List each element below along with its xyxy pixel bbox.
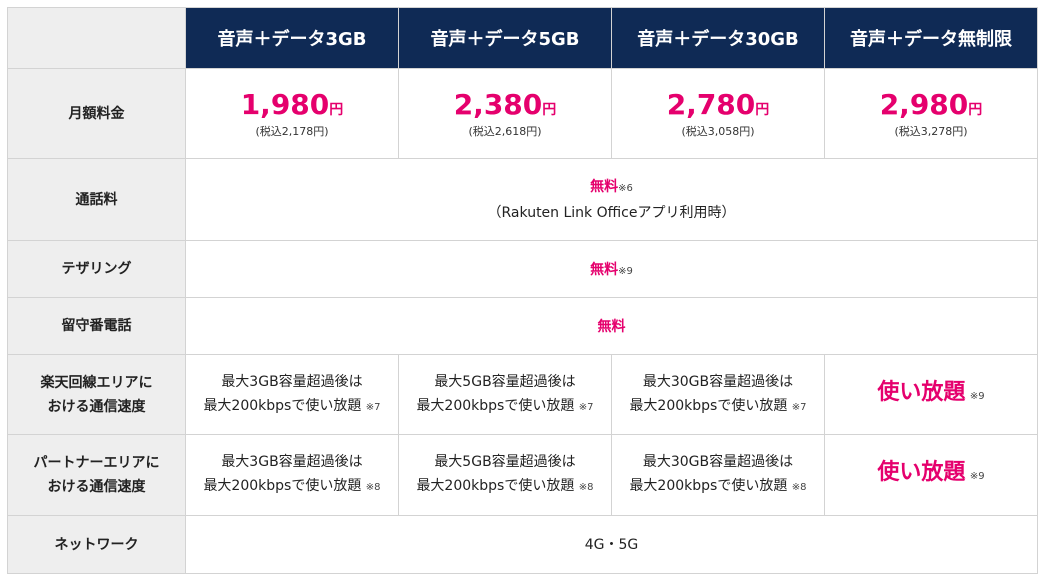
plan-header: 音声＋データ5GB	[398, 7, 612, 69]
speed-text: 最大3GB容量超過後は	[221, 373, 363, 390]
note: ※9	[969, 390, 985, 402]
price-cell: 2,780円 (税込3,058円)	[611, 68, 825, 159]
note: ※6	[618, 182, 633, 194]
speed-text: 最大3GB容量超過後は	[221, 454, 363, 470]
label-line: パートナーエリアに	[33, 455, 160, 471]
price-cell: 2,980円 (税込3,278円)	[824, 68, 1038, 159]
unlimited: 使い放題	[877, 379, 966, 405]
row-label: テザリング	[7, 240, 186, 298]
note: ※8	[578, 482, 594, 493]
voicemail-row: 留守番電話 無料	[7, 297, 1038, 355]
free-text: 無料	[590, 262, 619, 278]
price-cell: 1,980円 (税込2,178円)	[185, 68, 399, 159]
plan-header: 音声＋データ30GB	[611, 7, 825, 69]
speed-cell: 最大5GB容量超過後は最大200kbpsで使い放題 ※8	[398, 434, 612, 516]
network-cell: 4G・5G	[185, 515, 1038, 574]
note: ※8	[365, 482, 381, 493]
call-cell: 無料※6 （Rakuten Link Officeアプリ利用時）	[185, 158, 1038, 241]
voicemail-cell: 無料	[185, 297, 1038, 355]
speed-text: 最大200kbpsで使い放題	[629, 478, 788, 494]
speed-cell: 使い放題 ※9	[824, 434, 1038, 516]
speed-text: 最大30GB容量超過後は	[642, 454, 794, 470]
unlimited: 使い放題	[877, 460, 966, 485]
row-label: 留守番電話	[7, 297, 186, 355]
speed-text: 最大200kbpsで使い放題	[629, 397, 788, 414]
price-unit: 円	[542, 102, 557, 118]
price-unit: 円	[968, 102, 983, 118]
network-row: ネットワーク 4G・5G	[7, 515, 1038, 574]
row-label: 楽天回線エリアに おける通信速度	[7, 354, 186, 435]
speed-text: 最大30GB容量超過後は	[642, 373, 794, 390]
speed-cell: 使い放題 ※9	[824, 354, 1038, 435]
note: ※7	[578, 401, 594, 413]
free-text: 無料	[590, 178, 619, 195]
price-unit: 円	[329, 102, 344, 118]
free-text: 無料	[597, 319, 626, 335]
price: 2,780	[666, 88, 756, 121]
tax-included: (税込3,278円)	[894, 125, 968, 138]
price-unit: 円	[755, 102, 770, 118]
speed-cell: 最大5GB容量超過後は最大200kbpsで使い放題 ※7	[398, 354, 612, 435]
monthly-row: 月額料金 1,980円 (税込2,178円) 2,380円 (税込2,618円) 2,7…	[7, 68, 1038, 159]
speed-text: 最大5GB容量超過後は	[434, 373, 576, 390]
call-sub: （Rakuten Link Officeアプリ利用時）	[487, 204, 736, 221]
row-label: 月額料金	[7, 68, 186, 159]
speed-text: 最大200kbpsで使い放題	[416, 478, 575, 494]
note: ※7	[791, 401, 807, 413]
tethering-cell: 無料※9	[185, 240, 1038, 298]
note: ※9	[969, 471, 985, 482]
header-row: 音声＋データ3GB 音声＋データ5GB 音声＋データ30GB 音声＋データ無制限	[7, 7, 1038, 69]
price: 2,980	[879, 88, 969, 121]
note: ※9	[618, 266, 633, 277]
label-line: 楽天回線エリアに	[40, 374, 153, 391]
speed-cell: 最大30GB容量超過後は最大200kbpsで使い放題 ※7	[611, 354, 825, 435]
call-row: 通話料 無料※6 （Rakuten Link Officeアプリ利用時）	[7, 158, 1038, 241]
plan-table: 音声＋データ3GB 音声＋データ5GB 音声＋データ30GB 音声＋データ無制限…	[7, 7, 1038, 574]
tax-included: (税込2,618円)	[468, 125, 542, 138]
row-label: パートナーエリアに おける通信速度	[7, 434, 186, 516]
speed-cell: 最大30GB容量超過後は最大200kbpsで使い放題 ※8	[611, 434, 825, 516]
tax-included: (税込3,058円)	[681, 125, 755, 138]
note: ※7	[365, 401, 381, 413]
rakuten-speed-row: 楽天回線エリアに おける通信速度 最大3GB容量超過後は 最大200kbpsで使い放題…	[7, 354, 1038, 435]
corner-cell	[7, 7, 186, 69]
speed-text: 最大200kbpsで使い放題	[203, 397, 362, 414]
speed-text: 最大200kbpsで使い放題	[203, 478, 362, 494]
row-label: 通話料	[7, 158, 186, 241]
label-line: おける通信速度	[47, 398, 146, 415]
price: 1,980	[240, 88, 330, 121]
price: 2,380	[453, 88, 543, 121]
plan-header: 音声＋データ3GB	[185, 7, 399, 69]
note: ※8	[791, 482, 807, 493]
plan-header: 音声＋データ無制限	[824, 7, 1038, 69]
tax-included: (税込2,178円)	[255, 125, 329, 138]
speed-text: 最大200kbpsで使い放題	[416, 397, 575, 414]
speed-cell: 最大3GB容量超過後は最大200kbpsで使い放題 ※7	[185, 354, 399, 435]
row-label: ネットワーク	[7, 515, 186, 574]
partner-speed-row: パートナーエリアに おける通信速度 最大3GB容量超過後は 最大200kbpsで使い放…	[7, 434, 1038, 516]
label-line: おける通信速度	[47, 479, 146, 495]
tethering-row: テザリング 無料※9	[7, 240, 1038, 298]
price-cell: 2,380円 (税込2,618円)	[398, 68, 612, 159]
speed-text: 最大5GB容量超過後は	[434, 454, 576, 470]
speed-cell: 最大3GB容量超過後は最大200kbpsで使い放題 ※8	[185, 434, 399, 516]
